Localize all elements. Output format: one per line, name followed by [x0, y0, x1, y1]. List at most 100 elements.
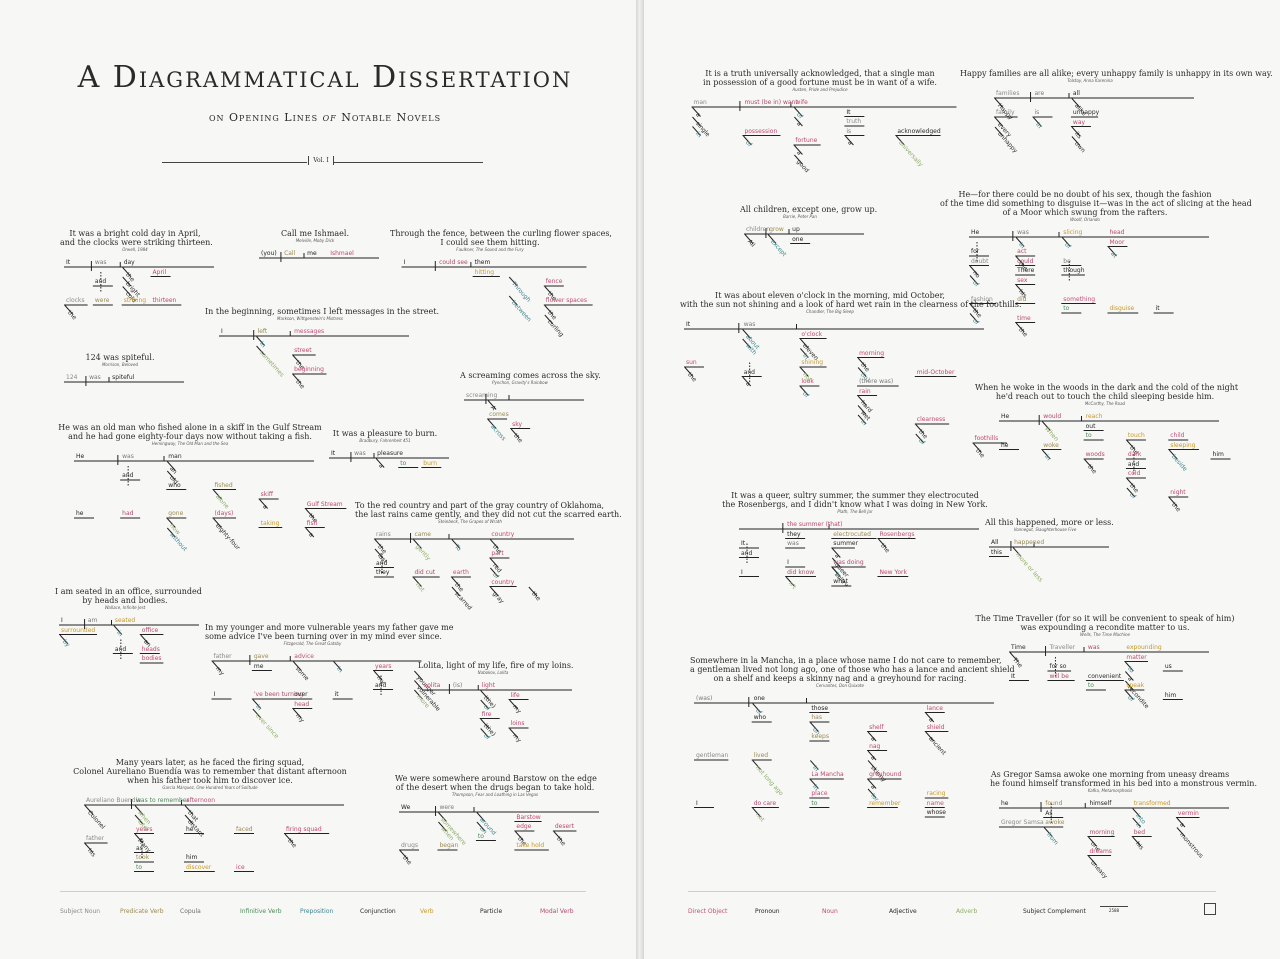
diagram-word-infinitive-verb: to [1085, 432, 1092, 439]
modifier-slant [509, 728, 518, 738]
diagram-word-predicate-verb: lived [753, 752, 769, 759]
modifier-slant [490, 567, 499, 578]
sentence-block-barrie: All children, except one, grow up. Barrie… [740, 205, 878, 220]
diagram-word-predicate-verb: has [811, 714, 822, 721]
modifier-slant [1015, 322, 1025, 333]
modifier-slant [969, 303, 979, 314]
sentence-citation: Pynchon, Gravity's Rainbow [492, 380, 548, 385]
sentence-text-line: 124 was spiteful. [85, 353, 155, 362]
diagram-word-subject-noun: father [213, 653, 232, 660]
legend-item: Conjunction [360, 908, 396, 915]
diagram-word-verb: striking [123, 297, 147, 304]
modifier-slant [256, 345, 265, 356]
sentence-block-wells: The Time Traveller (for so it will be co… [975, 614, 1235, 638]
sentence-text-line: a gentleman lived not long ago, one of t… [690, 665, 1015, 674]
diagram-word-pronoun: it [334, 691, 339, 698]
diagram-word-noun: wife [795, 99, 808, 106]
modifier-slant [867, 779, 877, 789]
modifier-slant [1015, 256, 1025, 266]
diagram-word-copula: was [354, 450, 366, 457]
modifier-slant [122, 267, 132, 277]
diagram-word-verb: remember [869, 799, 901, 807]
modifier-slant [973, 443, 982, 453]
sentence-citation: Nabokov, Lolita [477, 670, 509, 675]
diagram-word-direct-object: something [1063, 295, 1096, 303]
diagram-word-pronoun: him [186, 854, 198, 861]
diagram-word-subject-noun: man [693, 99, 707, 106]
diagram-word-noun: flower spaces [545, 297, 587, 304]
legend-item: Subject Noun [60, 908, 101, 915]
modifier-slant [1125, 671, 1134, 681]
diagram-word-noun: desert [554, 823, 574, 830]
diagram-word-copula: were [439, 804, 455, 811]
diagram-word-verb: seated [114, 617, 136, 624]
diagram-word-noun: the summer (that) [787, 521, 843, 528]
modifier-slant [800, 367, 809, 377]
modifier-slant [831, 567, 841, 577]
diagram-word-subject-noun: 124 [66, 374, 78, 381]
sentence-citation: Kafka, Metamorphosis [1087, 788, 1133, 793]
diagram-word-noun: fire [481, 710, 492, 718]
diagram-word-noun: fence [545, 278, 563, 285]
sentence-block-pynchon: A screaming comes across the sky. Pynchon… [460, 371, 601, 386]
diagram-word-pronoun: He [76, 453, 85, 460]
sentence-text-line: by heads and bodies. [82, 596, 168, 605]
sentence-citation: Markson, Wittgenstein's Mistress [277, 316, 343, 321]
diagram-word-copula: (there was) [859, 378, 894, 385]
sentence-text-line: Call me Ishmael. [280, 229, 350, 238]
diagram-word-subject-complement: acknowledged [897, 127, 941, 135]
diagram-word-verb: disguise [1109, 305, 1135, 312]
modifier-slant [544, 305, 554, 315]
diagram-word-noun: clearness [916, 416, 946, 423]
diagram-word-direct-object: Rosenbergs [879, 530, 915, 538]
sentence-text-line: All children, except one, grow up. [740, 205, 878, 214]
diagram-word-verb: expounding [1126, 644, 1162, 651]
modifier-slant [867, 788, 877, 799]
sentence-text-line: on a shelf and keeps a skinny nag and a … [713, 674, 967, 683]
sentence-text-line: Somewhere in la Mancha, in a place whose… [690, 656, 1002, 665]
diagram-word-conjunction: and [376, 559, 388, 567]
diagram-word-copula: is [1034, 109, 1040, 116]
sentence-block-austen: It is a truth universally acknowledged, … [690, 69, 950, 93]
diagram-word-conjunction: and [94, 278, 107, 285]
modifier-slant [528, 586, 538, 597]
diagram-word-verb: hitting [474, 268, 495, 276]
diagram-word-subject-noun: Aureliano Buendía [86, 797, 141, 804]
modifier-slant [509, 699, 518, 710]
diagram-word-pronoun: It [66, 259, 71, 266]
diagram-word-direct-object: earth [452, 569, 469, 576]
sentence-block-mccarthy: When he woke in the woods in the dark an… [975, 383, 1238, 407]
diagram-word-subject-noun: doubt [971, 257, 989, 265]
modifier-slant [1176, 827, 1186, 837]
modifier-slant [333, 661, 343, 671]
diagram-word-subject-complement: summer [833, 540, 859, 547]
diagram-word-pronoun: He [1001, 413, 1010, 420]
sentence-text-line: Many years later, as he faced the firing… [115, 758, 305, 767]
modifier-slant [1009, 652, 1019, 662]
sentence-text-line: As Gregor Samsa awoke one morning from u… [990, 770, 1230, 779]
diagram-word-noun: ice [236, 863, 245, 871]
sentence-text-line: The Time Traveller (for so it will be co… [975, 614, 1235, 623]
diagram-word-modal-verb: did know [787, 568, 815, 576]
diagram-word-predicate-verb: awoke [1045, 819, 1065, 826]
modifier-slant [166, 461, 176, 471]
modifier-slant [84, 805, 94, 815]
diagram-word-subject-complement: convenient [1087, 672, 1122, 680]
sentence-text-line: A screaming comes across the sky. [460, 371, 601, 380]
modifier-slant [867, 731, 877, 742]
diagram-word-predicate-verb: happened [1014, 539, 1045, 546]
diagram-word-subject-noun: children [746, 226, 771, 233]
modifier-slant [1033, 117, 1042, 127]
diagram-word-pronoun: He [971, 229, 980, 236]
modifier-slant [399, 850, 409, 860]
diagram-word-pronoun: those [811, 704, 829, 712]
sentence-text-line: To the red country and part of the gray … [355, 501, 605, 510]
diagram-word-modal-verb: was doing [833, 559, 864, 566]
modifier-slant [64, 305, 74, 315]
modifier-slant [794, 154, 803, 165]
diagram-word-noun: La Mancha [811, 771, 844, 778]
diagram-word-subject-noun: fashion [971, 295, 993, 303]
modifier-slant [1176, 817, 1186, 828]
modifier-slant [744, 234, 754, 244]
modifier-slant [451, 577, 461, 587]
